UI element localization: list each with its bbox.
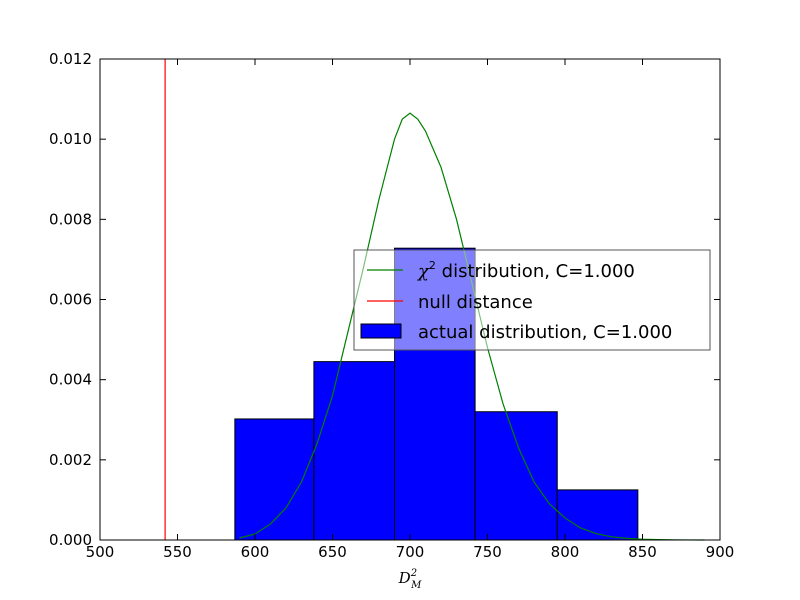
x-tick-label: 500 <box>86 543 115 561</box>
legend: χ2 distribution, C=1.000 null distance a… <box>353 249 711 351</box>
y-tick-label: 0.008 <box>49 210 92 228</box>
legend-hist-swatch <box>360 323 402 339</box>
x-tick-label: 750 <box>473 543 502 561</box>
y-tick-label: 0.000 <box>49 531 92 549</box>
x-tick-label: 800 <box>551 543 580 561</box>
histogram-bar <box>474 411 558 541</box>
x-tick-label: 600 <box>241 543 270 561</box>
x-tick-label: 550 <box>163 543 192 561</box>
y-tick-label: 0.010 <box>49 130 92 148</box>
chi2-curve <box>239 112 705 541</box>
x-tick-label: 700 <box>396 543 425 561</box>
legend-box <box>353 249 711 351</box>
y-tick-labels: 0.000 0.002 0.004 0.006 0.008 0.010 0.012 <box>49 50 92 549</box>
ticks-layer <box>99 58 721 541</box>
y-tick-label: 0.012 <box>49 50 92 68</box>
y-tick-label: 0.002 <box>49 451 92 469</box>
x-tick-label: 650 <box>318 543 347 561</box>
x-axis-label: D2 M <box>398 568 422 591</box>
x-tick-label: 900 <box>706 543 735 561</box>
x-tick-label: 850 <box>628 543 657 561</box>
histogram-bar <box>313 361 395 541</box>
y-tick-label: 0.004 <box>49 371 92 389</box>
y-tick-label: 0.006 <box>49 291 92 309</box>
chi2-curve-layer <box>239 112 705 541</box>
legend-chi2-label: χ2 distribution, C=1.000 <box>416 259 635 282</box>
legend-null-label: null distance <box>418 292 533 313</box>
histogram-bar <box>556 489 639 541</box>
legend-hist-label: actual distribution, C=1.000 <box>418 322 672 343</box>
x-tick-labels: 500 550 600 650 700 750 800 850 900 <box>86 543 735 561</box>
